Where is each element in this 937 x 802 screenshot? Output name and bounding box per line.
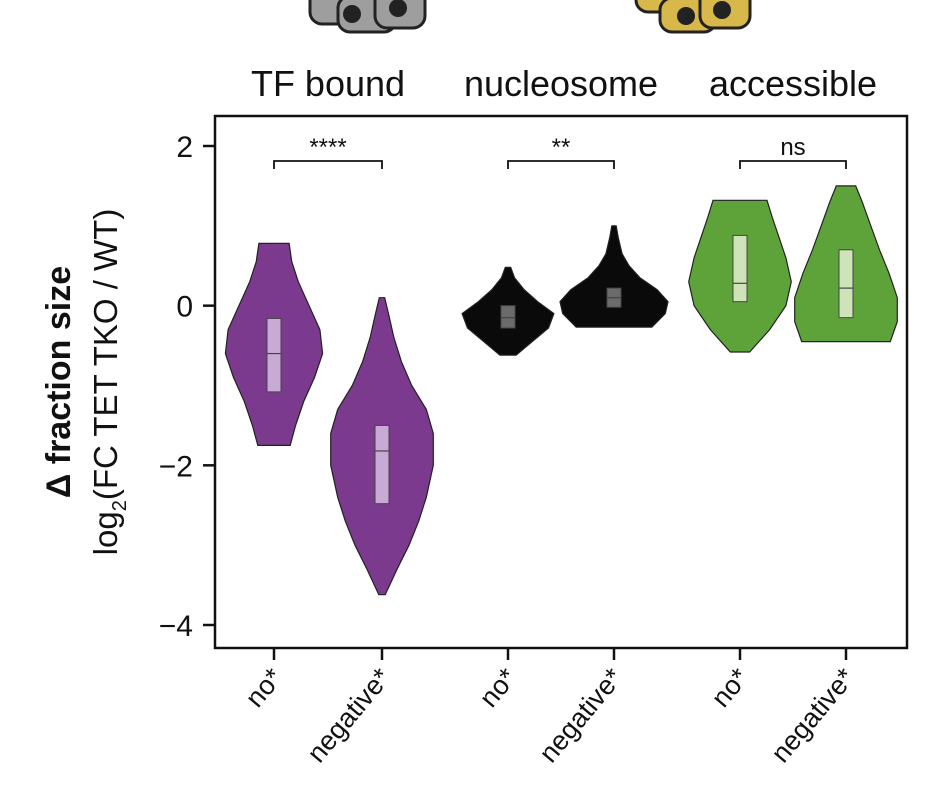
group-titles: TF bound nucleosome accessible xyxy=(251,63,877,104)
x-category-label: negative* xyxy=(765,662,861,768)
significance-label: ns xyxy=(780,134,805,161)
violins xyxy=(224,185,898,596)
significance-label: ** xyxy=(552,134,571,161)
violin-box xyxy=(266,317,282,393)
y-tick-label: −2 xyxy=(159,450,193,483)
plot-frame xyxy=(213,114,909,650)
y-axis: 2 0 −2 −4 xyxy=(159,131,215,643)
cell-illustration-right xyxy=(634,0,752,34)
y-tick-label: 0 xyxy=(176,291,193,324)
significance-label: **** xyxy=(309,134,346,161)
violin-box xyxy=(732,234,748,303)
y-axis-title-rest: (FC TET TKO / WT) xyxy=(87,209,124,501)
x-category-label: no* xyxy=(706,662,755,713)
group-title: accessible xyxy=(709,63,877,104)
x-category-label: negative* xyxy=(301,662,397,768)
group-title: nucleosome xyxy=(464,63,658,104)
violin-box xyxy=(374,424,390,505)
significance-bracket xyxy=(273,160,383,169)
violin-box xyxy=(500,305,516,329)
y-axis-title: log2(FC TET TKO / WT) xyxy=(87,209,131,556)
y-tick-label: −4 xyxy=(159,610,193,643)
cell-illustration-left xyxy=(308,0,427,34)
x-category-label: no* xyxy=(240,662,289,713)
x-category-label: no* xyxy=(474,662,523,713)
significance-bracket xyxy=(739,160,847,169)
violin-body xyxy=(559,225,669,328)
x-category-label: negative* xyxy=(533,662,629,768)
significance-bracket xyxy=(507,160,615,169)
y-axis-title-subscript: 2 xyxy=(109,500,131,511)
y-axis-title-log: log xyxy=(87,511,124,555)
y-axis-title-bold: Δ fraction size xyxy=(40,266,78,498)
y-tick-label: 2 xyxy=(176,131,193,164)
x-axis-labels: no* negative* no* negative* no* negative* xyxy=(240,648,861,768)
group-title: TF bound xyxy=(251,63,405,104)
violin-box xyxy=(838,249,854,319)
significance-brackets: **** ** ns xyxy=(273,134,847,169)
